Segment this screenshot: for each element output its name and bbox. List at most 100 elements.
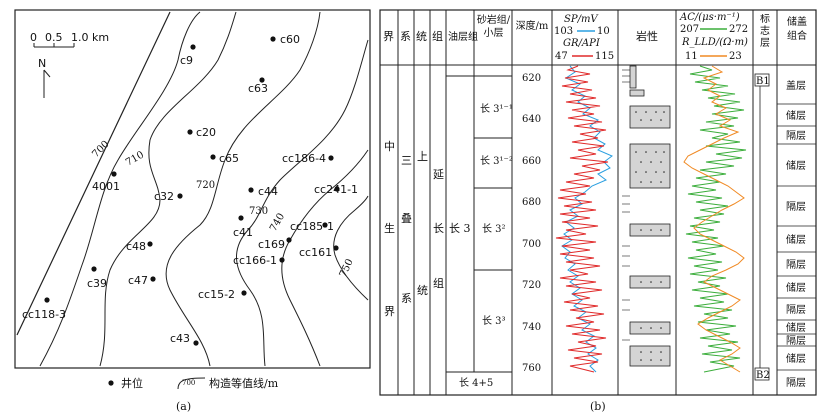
strat-zu-3: 组 xyxy=(433,276,444,290)
marker-b1: B1 xyxy=(756,76,770,87)
header-jie: 界 xyxy=(383,30,394,43)
contour-legend-icon xyxy=(177,377,206,390)
marker-b2: B2 xyxy=(756,370,770,381)
reservoir-10: 隔层 xyxy=(786,335,806,347)
depth-620: 620 xyxy=(522,73,541,84)
reservoir-9: 储层 xyxy=(786,321,806,334)
svg-text:cc166-1: cc166-1 xyxy=(233,254,277,267)
sublayer-3-1-1: 长 3¹⁻¹ xyxy=(480,103,513,115)
depth-700: 700 xyxy=(522,239,541,250)
contour-label-710: 710 xyxy=(124,150,146,169)
depth-axis: 620 640 660 680 700 720 740 760 xyxy=(522,73,541,374)
strat-youcengzu: 长 3 xyxy=(449,222,471,235)
reservoir-1: 储层 xyxy=(786,109,806,122)
log-panel: 界 系 统 组 油层组 砂岩组/小层 深度/m SP/mV 103 10 GR/… xyxy=(379,9,817,396)
well-cc186-4: cc186-4 xyxy=(282,152,334,165)
svg-text:cc185-1: cc185-1 xyxy=(290,220,334,233)
reservoir-4: 隔层 xyxy=(786,201,806,213)
legend-contour-label: 构造等值线/m xyxy=(209,376,279,390)
well-cc15-2: cc15-2 xyxy=(198,288,247,301)
reservoir-11: 储层 xyxy=(786,352,806,365)
well-c169: c169 xyxy=(258,237,292,251)
sp-curve xyxy=(561,65,613,373)
svg-text:c47: c47 xyxy=(128,274,148,287)
svg-text:c43: c43 xyxy=(170,332,190,345)
rlld-curve xyxy=(683,65,745,373)
scale-tick-0: 0 xyxy=(30,31,37,44)
legend-contour-sample: 700 xyxy=(182,379,195,387)
depth-760: 760 xyxy=(522,363,541,374)
rlld-range-left: 11 xyxy=(685,51,698,62)
boundary-line xyxy=(16,11,171,336)
header-xi: 系 xyxy=(400,30,411,43)
sublayer-3-1-2: 长 3¹⁻² xyxy=(480,155,513,167)
sp-label: SP/mV xyxy=(564,14,599,25)
caption-a: (a) xyxy=(176,400,191,413)
rlld-range-right: 23 xyxy=(729,51,742,62)
depth-740: 740 xyxy=(522,322,541,333)
well-c20: c20 xyxy=(187,126,216,139)
strat-zu-2: 长 xyxy=(433,222,444,235)
well-c9: c9 xyxy=(180,44,196,67)
header-zu: 组 xyxy=(432,29,443,43)
strat-xi-3: 系 xyxy=(401,292,412,305)
ac-range-right: 272 xyxy=(729,24,748,35)
well-legend-icon xyxy=(108,380,114,386)
ac-label: AC/(μs·m⁻¹) xyxy=(679,12,740,23)
strat-xi-1: 三 xyxy=(401,154,412,167)
legend-well-label: 井位 xyxy=(121,376,143,390)
map-legend: 井位 700 构造等值线/m xyxy=(108,376,279,390)
well-c32: c32 xyxy=(154,190,183,203)
well-cc241-1: cc241-1 xyxy=(314,183,358,196)
sublayer-3-3: 长 3³ xyxy=(482,315,506,327)
strat-zu-1: 延 xyxy=(433,168,444,181)
wells: c60 c9 c63 c20 c65 cc186-4 4001 c32 c44 … xyxy=(22,33,358,346)
svg-text:c65: c65 xyxy=(219,152,239,165)
well-c41: c41 xyxy=(233,215,253,239)
gr-curve xyxy=(555,65,609,373)
well-c43: c43 xyxy=(170,332,199,346)
svg-text:4001: 4001 xyxy=(92,180,120,193)
lithology-column xyxy=(622,65,671,367)
header-reservoir: 储盖组合 xyxy=(787,17,807,42)
header-youcengzu: 油层组 xyxy=(448,30,478,43)
reservoir-6: 隔层 xyxy=(786,259,806,271)
depth-680: 680 xyxy=(522,197,541,208)
strat-jie-2: 生 xyxy=(384,221,395,235)
header-lith: 岩性 xyxy=(636,29,658,43)
well-c60: c60 xyxy=(270,33,300,46)
well-cc161: cc161 xyxy=(299,245,339,259)
scale-tick-half: 0.5 xyxy=(45,31,63,44)
reservoir-2: 隔层 xyxy=(786,130,806,142)
ac-range-left: 207 xyxy=(680,24,699,35)
svg-text:cc15-2: cc15-2 xyxy=(198,288,235,301)
well-cc118-3: cc118-3 xyxy=(22,297,66,321)
strat-tong-2: 统 xyxy=(417,284,428,297)
svg-text:c63: c63 xyxy=(248,82,268,95)
north-label: N xyxy=(38,57,46,70)
contour-label-740: 740 xyxy=(268,211,287,233)
header-tong: 统 xyxy=(416,30,427,43)
well-c48: c48 xyxy=(126,240,153,253)
strat-jie-3: 界 xyxy=(384,305,395,318)
well-cc166-1: cc166-1 xyxy=(233,254,285,267)
well-c63: c63 xyxy=(248,77,268,95)
svg-text:c20: c20 xyxy=(196,126,216,139)
north-arrow-icon: N xyxy=(38,57,51,98)
svg-text:c9: c9 xyxy=(180,54,193,67)
strat-bottom: 长 4+5 xyxy=(459,377,493,389)
depth-720: 720 xyxy=(522,280,541,291)
sublayer-3-2: 长 3² xyxy=(482,223,506,235)
depth-660: 660 xyxy=(522,156,541,167)
strat-tong-1: 上 xyxy=(417,150,428,163)
sublayer-dividers xyxy=(446,75,512,373)
contour-label-730: 730 xyxy=(249,206,268,217)
svg-text:cc118-3: cc118-3 xyxy=(22,308,66,321)
reservoir-0: 盖层 xyxy=(786,79,806,92)
column-dividers xyxy=(397,10,778,395)
svg-text:c39: c39 xyxy=(87,277,107,290)
header-depth: 深度/m xyxy=(516,21,549,32)
gr-range-right: 115 xyxy=(595,51,614,62)
svg-text:c44: c44 xyxy=(258,185,278,198)
caption-b: (b) xyxy=(590,400,606,413)
